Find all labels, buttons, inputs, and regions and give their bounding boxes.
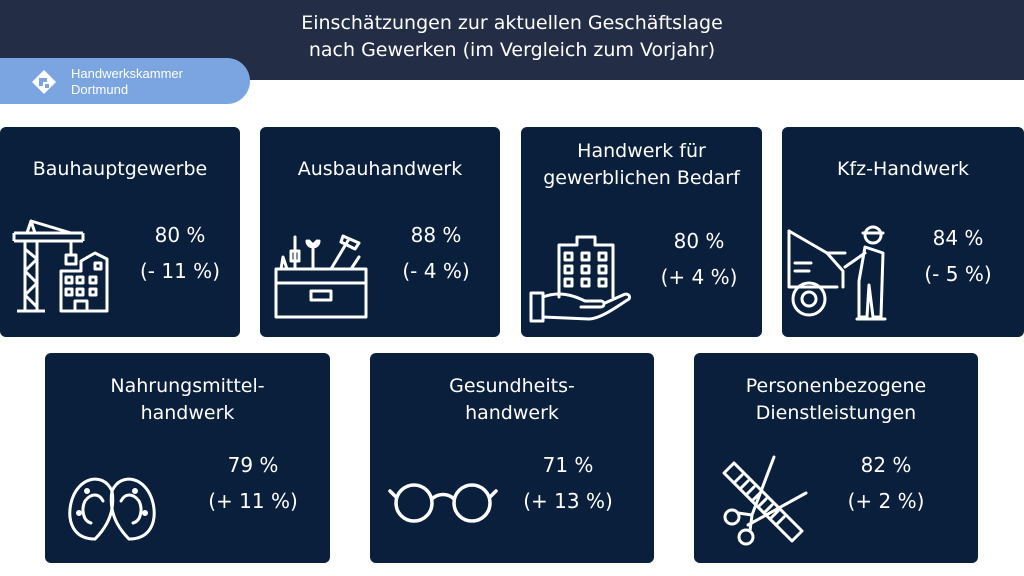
card-title: Kfz-Handwerk: [782, 156, 1024, 183]
card-title: Handwerk für gewerblichen Bedarf: [521, 138, 762, 192]
card-values: 84 % (- 5 %): [898, 220, 1018, 292]
card-title-line: Bauhauptgewerbe: [32, 158, 208, 180]
card-values: 88 % (- 4 %): [376, 217, 496, 289]
card-bauhauptgewerbe: Bauhauptgewerbe 80 % (- 11 %): [0, 127, 240, 337]
construction-crane-icon: [12, 219, 109, 313]
card-values: 82 % (+ 2 %): [826, 447, 946, 519]
card-change: (+ 11 %): [208, 489, 298, 513]
logo-line-2: Dortmund: [71, 82, 129, 97]
card-value: 82 %: [860, 453, 912, 477]
card-title-line: Nahrungsmittel-: [110, 375, 265, 397]
handwerkskammer-logo-icon: [32, 70, 56, 94]
card-values: 80 % (+ 4 %): [639, 223, 759, 295]
card-change: (+ 13 %): [523, 489, 613, 513]
card-value: 79 %: [227, 453, 279, 477]
card-change: (- 4 %): [402, 259, 470, 283]
card-title-line: gewerblichen Bedarf: [543, 167, 740, 189]
title-line-2: nach Gewerken (im Vergleich zum Vorjahr): [308, 39, 716, 61]
card-ausbauhandwerk: Ausbauhandwerk 88 % (- 4 %): [260, 127, 500, 337]
comb-scissors-icon: [722, 455, 808, 546]
building-in-hand-icon: [529, 235, 631, 323]
logo-line-1: Handwerkskammer: [71, 66, 183, 81]
glasses-icon: [388, 483, 498, 523]
card-value: 80 %: [154, 223, 206, 247]
card-title-line: Personenbezogene: [745, 375, 927, 397]
card-kfz-handwerk: Kfz-Handwerk 84 % (- 5 %): [782, 127, 1024, 337]
card-value: 80 %: [673, 229, 725, 253]
card-title: Bauhauptgewerbe: [0, 156, 240, 183]
pretzel-icon: [68, 477, 156, 541]
card-value: 88 %: [410, 223, 462, 247]
card-values: 80 % (- 11 %): [120, 217, 240, 289]
card-title: Gesundheits- handwerk: [370, 373, 654, 427]
card-change: (- 5 %): [924, 262, 992, 286]
title-line-1: Einschätzungen zur aktuellen Geschäftsla…: [301, 12, 723, 34]
card-change: (- 11 %): [140, 259, 220, 283]
card-change: (+ 2 %): [847, 489, 925, 513]
car-mechanic-icon: [787, 225, 887, 321]
card-title-line: Dienstleistungen: [755, 402, 917, 424]
card-title-line: Ausbauhandwerk: [297, 158, 463, 180]
page-title: Einschätzungen zur aktuellen Geschäftsla…: [0, 10, 1024, 64]
card-title: Nahrungsmittel- handwerk: [45, 373, 330, 427]
logo-badge: Handwerkskammer Dortmund: [0, 58, 250, 104]
card-title-line: Handwerk für: [577, 140, 706, 162]
card-value: 84 %: [932, 226, 984, 250]
card-title-line: handwerk: [140, 402, 235, 424]
card-nahrungsmittelhandwerk: Nahrungsmittel- handwerk 79 % (+ 11 %): [45, 353, 330, 563]
card-value: 71 %: [542, 453, 594, 477]
card-gesundheitshandwerk: Gesundheits- handwerk 71 % (+ 13 %): [370, 353, 654, 563]
card-title: Ausbauhandwerk: [260, 156, 500, 183]
card-change: (+ 4 %): [660, 265, 738, 289]
card-title-line: Kfz-Handwerk: [836, 158, 970, 180]
card-handwerk-gewerblicher-bedarf: Handwerk für gewerblichen Bedarf 80 % (+…: [521, 127, 762, 337]
card-values: 79 % (+ 11 %): [193, 447, 313, 519]
card-title-line: handwerk: [465, 402, 559, 424]
logo-text: Handwerkskammer Dortmund: [71, 66, 183, 98]
toolbox-icon: [274, 234, 368, 319]
card-personenbezogene-dienstleistungen: Personenbezogene Dienstleistungen 82 % (…: [694, 353, 978, 563]
card-title: Personenbezogene Dienstleistungen: [694, 373, 978, 427]
card-values: 71 % (+ 13 %): [508, 447, 628, 519]
card-title-line: Gesundheits-: [449, 375, 575, 397]
